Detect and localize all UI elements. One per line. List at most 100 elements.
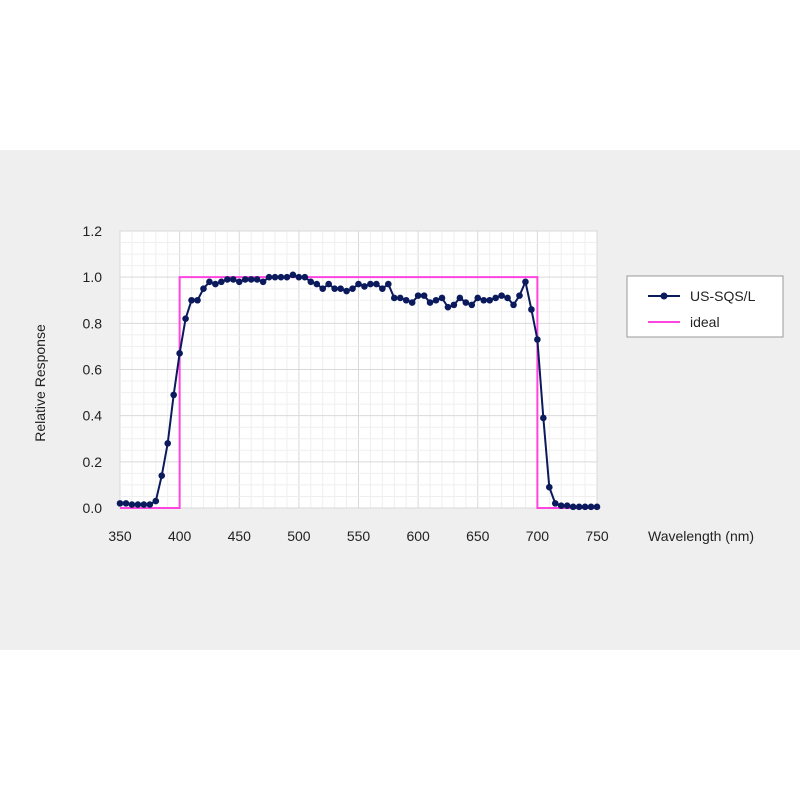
- legend-box: [626, 275, 784, 338]
- x-axis-title: Wavelength (nm): [648, 528, 754, 544]
- data-point-us-sqs-l: [295, 273, 303, 281]
- legend: US-SQS/L ideal: [626, 275, 784, 338]
- grid: [119, 230, 598, 509]
- data-point-us-sqs-l: [313, 280, 321, 288]
- data-point-us-sqs-l: [116, 500, 124, 507]
- data-point-us-sqs-l: [414, 292, 422, 299]
- x-tick-label: 700: [526, 528, 550, 544]
- y-tick-label: 0.8: [83, 315, 103, 331]
- data-point-us-sqs-l: [468, 301, 476, 309]
- data-point-us-sqs-l: [361, 283, 368, 290]
- data-point-us-sqs-l: [462, 299, 470, 306]
- data-point-us-sqs-l: [528, 306, 535, 313]
- data-point-us-sqs-l: [343, 287, 350, 295]
- data-point-us-sqs-l: [355, 280, 362, 288]
- data-point-us-sqs-l: [379, 285, 386, 293]
- y-tick-label: 0.6: [83, 362, 103, 378]
- data-point-us-sqs-l: [289, 271, 297, 279]
- data-point-us-sqs-l: [390, 294, 398, 302]
- data-point-us-sqs-l: [331, 285, 338, 293]
- y-axis-title: Relative Response: [32, 324, 48, 442]
- data-point-us-sqs-l: [581, 503, 589, 511]
- data-point-us-sqs-l: [522, 278, 529, 286]
- x-tick-label: 450: [228, 528, 252, 544]
- data-point-us-sqs-l: [194, 296, 201, 304]
- data-point-us-sqs-l: [456, 294, 464, 302]
- data-point-us-sqs-l: [402, 296, 410, 304]
- data-point-us-sqs-l: [259, 278, 267, 286]
- data-point-us-sqs-l: [420, 292, 428, 299]
- data-point-us-sqs-l: [587, 503, 595, 511]
- data-point-us-sqs-l: [200, 285, 207, 293]
- x-tick-label: 600: [406, 528, 430, 544]
- data-point-us-sqs-l: [516, 292, 523, 299]
- data-point-us-sqs-l: [396, 294, 404, 302]
- legend-label-us-sqs-l: US-SQS/L: [690, 288, 756, 304]
- data-point-us-sqs-l: [188, 296, 195, 304]
- data-point-us-sqs-l: [540, 414, 547, 422]
- spectral-response-chart: 0.0 0.2 0.4 0.6 0.8 1.0 1.2 350 400 450 500 550 600…: [32, 223, 784, 544]
- data-point-us-sqs-l: [474, 294, 482, 302]
- data-point-us-sqs-l: [486, 296, 493, 304]
- data-point-us-sqs-l: [265, 273, 273, 281]
- series-layer: [116, 271, 601, 511]
- data-point-us-sqs-l: [212, 280, 219, 288]
- data-point-us-sqs-l: [551, 500, 559, 507]
- x-tick-label: 350: [108, 528, 132, 544]
- data-point-us-sqs-l: [593, 503, 601, 511]
- data-point-us-sqs-l: [271, 273, 279, 281]
- data-point-us-sqs-l: [241, 276, 249, 283]
- data-point-us-sqs-l: [408, 299, 416, 306]
- y-tick-label: 0.4: [83, 408, 103, 424]
- data-point-us-sqs-l: [247, 276, 255, 283]
- data-point-us-sqs-l: [206, 278, 213, 286]
- data-point-us-sqs-l: [444, 303, 452, 311]
- y-tick-label: 1.2: [83, 223, 103, 239]
- data-point-us-sqs-l: [176, 350, 183, 357]
- data-point-us-sqs-l: [575, 503, 583, 511]
- data-point-us-sqs-l: [164, 440, 171, 447]
- y-axis-ticks: 0.0 0.2 0.4 0.6 0.8 1.0 1.2: [83, 223, 103, 516]
- data-point-us-sqs-l: [534, 336, 541, 343]
- data-point-us-sqs-l: [128, 501, 136, 508]
- data-point-us-sqs-l: [134, 501, 142, 508]
- y-tick-label: 0.2: [83, 454, 103, 470]
- data-point-us-sqs-l: [170, 391, 177, 399]
- data-point-us-sqs-l: [337, 285, 344, 293]
- series-line-ideal: [120, 276, 597, 509]
- data-point-us-sqs-l: [283, 273, 291, 281]
- data-point-us-sqs-l: [140, 501, 148, 508]
- data-point-us-sqs-l: [182, 315, 189, 323]
- data-point-us-sqs-l: [569, 503, 577, 511]
- data-point-us-sqs-l: [498, 292, 505, 299]
- data-point-us-sqs-l: [563, 502, 571, 509]
- legend-label-ideal: ideal: [690, 314, 720, 330]
- data-point-us-sqs-l: [367, 280, 374, 288]
- data-point-us-sqs-l: [307, 278, 315, 286]
- data-point-us-sqs-l: [557, 502, 565, 509]
- data-point-us-sqs-l: [224, 276, 231, 283]
- data-point-us-sqs-l: [319, 285, 327, 293]
- data-point-us-sqs-l: [218, 278, 225, 286]
- x-axis-ticks: 350 400 450 500 550 600 650 700 750: [108, 528, 609, 544]
- data-point-us-sqs-l: [253, 276, 261, 283]
- data-point-us-sqs-l: [546, 483, 553, 491]
- data-point-us-sqs-l: [480, 296, 488, 304]
- data-point-us-sqs-l: [432, 296, 440, 304]
- chart-panel: 0.0 0.2 0.4 0.6 0.8 1.0 1.2 350 400 450 500 550 600…: [0, 150, 800, 650]
- x-tick-label: 500: [287, 528, 311, 544]
- data-point-us-sqs-l: [122, 500, 130, 507]
- data-point-us-sqs-l: [349, 285, 356, 293]
- x-tick-label: 650: [466, 528, 490, 544]
- data-point-us-sqs-l: [450, 301, 458, 309]
- data-point-us-sqs-l: [373, 280, 380, 288]
- data-point-us-sqs-l: [301, 273, 309, 281]
- data-point-us-sqs-l: [438, 294, 446, 302]
- y-tick-label: 0.0: [83, 500, 103, 516]
- data-point-us-sqs-l: [152, 497, 160, 505]
- data-point-us-sqs-l: [325, 280, 332, 288]
- legend-marker-us-sqs-l: [660, 292, 668, 300]
- x-tick-label: 400: [168, 528, 192, 544]
- x-tick-label: 750: [585, 528, 609, 544]
- data-point-us-sqs-l: [510, 301, 517, 309]
